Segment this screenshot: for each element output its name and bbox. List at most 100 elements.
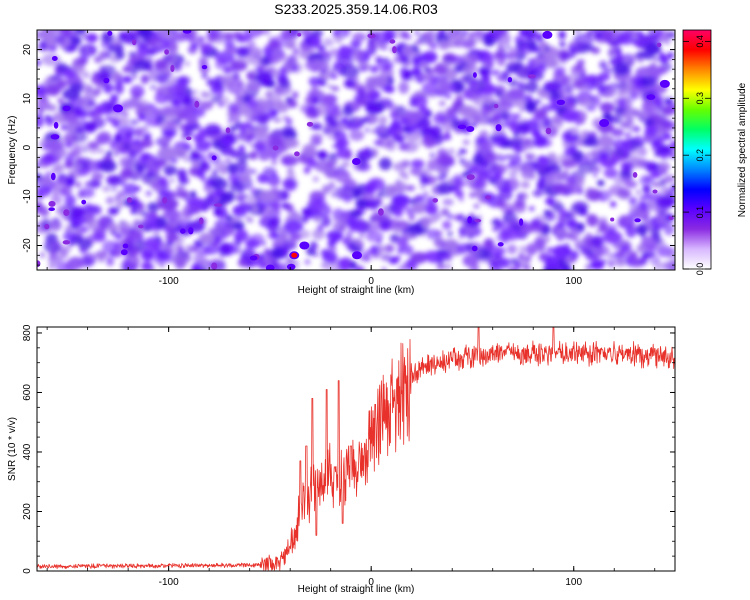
heatmap-cell — [258, 71, 273, 84]
heatmap-cell — [158, 189, 172, 198]
heatmap-cell — [396, 236, 408, 248]
heatmap-cell — [508, 88, 525, 100]
heatmap-cell — [378, 42, 386, 50]
heatmap-cell — [469, 191, 476, 199]
heatmap-cell — [129, 119, 140, 126]
snr-xtick-label: 100 — [565, 577, 582, 588]
heatmap-cell — [141, 76, 149, 82]
heatmap-cell — [163, 129, 175, 137]
heatmap-cell — [224, 39, 235, 48]
snr-ytick-label: 400 — [22, 443, 33, 460]
heatmap-cell — [473, 30, 483, 37]
heatmap-cell — [207, 30, 222, 36]
heatmap-cell — [188, 208, 195, 214]
heatmap-cell — [386, 127, 399, 135]
heatmap-cell — [242, 90, 248, 96]
heatmap-cell — [308, 197, 327, 211]
heatmap-cell — [429, 152, 435, 158]
heatmap-cell — [350, 39, 362, 48]
heatmap-cell — [352, 32, 367, 42]
heatmap-cell — [364, 127, 370, 133]
heatmap-cell — [324, 114, 331, 120]
heatmap-cell — [166, 45, 178, 57]
heatmap-cell — [263, 248, 271, 255]
heatmap-cell — [640, 34, 651, 41]
heatmap-cell — [434, 212, 442, 221]
heatmap-cell — [165, 79, 174, 87]
heatmap-cell — [620, 151, 631, 159]
heatmap-cell — [214, 51, 235, 64]
heatmap-cell — [137, 30, 153, 39]
heatmap-cell — [289, 232, 302, 241]
heatmap-cell — [194, 207, 201, 214]
heatmap-cell — [121, 112, 129, 117]
heatmap-cell — [191, 153, 201, 161]
heatmap-cell — [122, 75, 133, 84]
heatmap-cell — [237, 151, 249, 162]
heatmap-cell — [229, 181, 245, 193]
heatmap-cell — [325, 104, 340, 117]
heatmap-cell — [261, 217, 268, 226]
heatmap-cell — [313, 252, 319, 257]
heatmap-cell — [80, 226, 90, 233]
heatmap-feature — [527, 74, 536, 79]
heatmap-cell — [123, 143, 131, 149]
heatmap-cell — [361, 191, 376, 202]
heatmap-cell — [198, 56, 209, 68]
heatmap-cell — [602, 112, 613, 121]
heatmap-cell — [410, 159, 425, 169]
heatmap-feature — [132, 39, 137, 46]
colorbar-tick-label: 0.1 — [695, 206, 705, 219]
heatmap-cell — [558, 88, 565, 95]
heatmap-cell — [574, 30, 581, 33]
heatmap-cell — [225, 214, 233, 222]
heatmap-cell — [524, 138, 531, 145]
heatmap-cell — [365, 221, 377, 234]
heatmap-cell — [133, 59, 152, 71]
heatmap-cell — [635, 190, 641, 195]
heatmap-cell — [592, 165, 602, 174]
heatmap-cell — [267, 39, 281, 51]
heatmap-cell — [157, 197, 178, 211]
heatmap-feature — [472, 72, 477, 78]
heatmap-cell — [171, 99, 182, 107]
heatmap-cell — [153, 231, 160, 237]
heatmap-feature — [294, 151, 300, 157]
heatmap-cell — [95, 133, 109, 145]
heatmap-cell — [479, 181, 488, 188]
heatmap-cell — [176, 245, 184, 253]
heatmap-cell — [132, 98, 149, 110]
heatmap-cell — [370, 75, 389, 88]
heatmap-cell — [200, 100, 213, 111]
heatmap-cell — [599, 102, 615, 113]
heatmap-cell — [94, 251, 104, 259]
heatmap-feature — [103, 77, 110, 84]
heatmap-cell — [363, 255, 371, 262]
heatmap-cell — [513, 202, 527, 213]
heatmap-cell — [271, 48, 282, 58]
spectrogram-xtick-label: 100 — [565, 276, 582, 287]
heatmap-cell — [266, 220, 280, 233]
heatmap-cell — [74, 30, 87, 36]
spectrogram-xtick-label: -100 — [159, 276, 179, 287]
heatmap-cell — [642, 185, 652, 193]
heatmap-cell — [483, 36, 495, 47]
heatmap-cell — [599, 135, 615, 148]
heatmap-cell — [219, 191, 235, 204]
heatmap-cell — [252, 126, 268, 138]
heatmap-cell — [284, 138, 300, 149]
heatmap-cell — [496, 75, 505, 82]
heatmap-cell — [419, 184, 427, 190]
heatmap-cell — [607, 252, 615, 260]
heatmap-cell — [292, 48, 300, 55]
snr-xtick-label: 0 — [368, 577, 374, 588]
heatmap-cell — [495, 251, 501, 258]
heatmap-cell — [586, 214, 599, 227]
heatmap-cell — [636, 134, 641, 141]
heatmap-cell — [132, 239, 138, 247]
colorbar-tick-label: 0.0 — [695, 263, 705, 276]
heatmap-cell — [102, 185, 111, 192]
heatmap-cell — [238, 171, 251, 184]
heatmap-cell — [367, 104, 382, 114]
heatmap-cell — [91, 172, 104, 181]
